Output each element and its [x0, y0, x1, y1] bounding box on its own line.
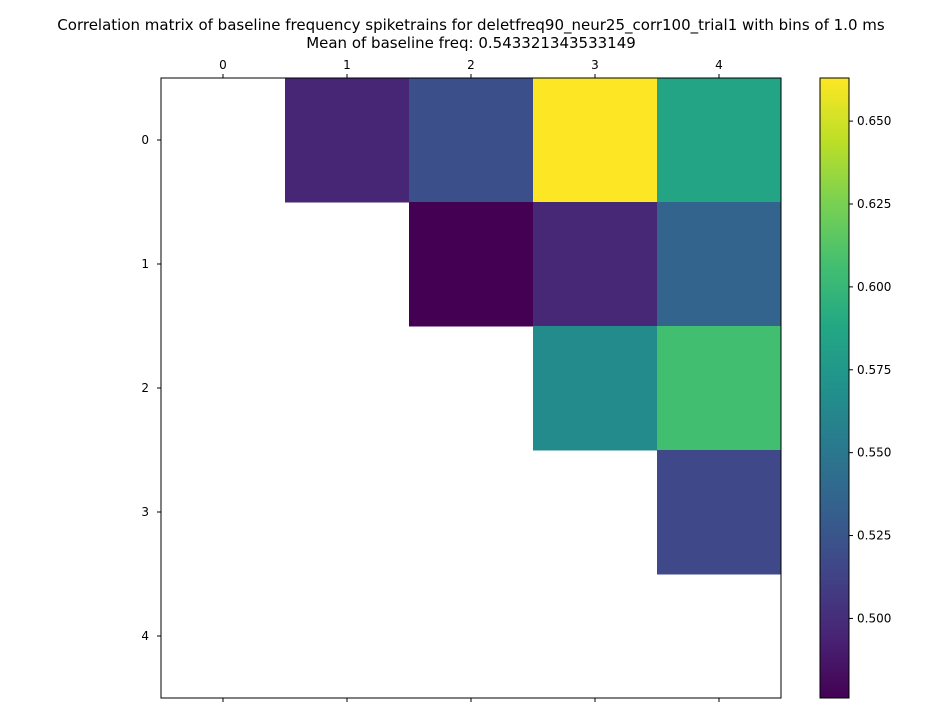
heatmap-cell-2-3: [533, 326, 658, 451]
heatmap-cell-2-4: [657, 326, 782, 451]
heatmap-cell-1-2: [409, 202, 534, 327]
colorbar-frame: [819, 77, 850, 699]
heatmap-cell-1-4: [657, 202, 782, 327]
heatmap-cell-0-3: [533, 78, 658, 203]
colorbar: [820, 78, 849, 698]
x-tick-label-2: 2: [467, 58, 475, 72]
colorbar-ticks: 0.500 0.525 0.550 0.575 0.600 0.625 0.650: [849, 114, 891, 625]
colorbar-tick-label-3: 0.575: [857, 363, 891, 377]
y-tick-label-4: 4: [141, 629, 149, 643]
colorbar-tick-label-4: 0.600: [857, 280, 891, 294]
y-tick-label-1: 1: [141, 257, 149, 271]
heatmap-cell-0-2: [409, 78, 534, 203]
y-tick-label-0: 0: [141, 133, 149, 147]
heatmap-cell-3-4: [657, 450, 782, 575]
y-axis-ticks: 0 1 2 3 4: [141, 133, 161, 643]
colorbar-tick-label-6: 0.650: [857, 114, 891, 128]
heatmap-cell-0-1: [285, 78, 410, 203]
x-tick-label-3: 3: [591, 58, 599, 72]
colorbar-tick-label-2: 0.550: [857, 446, 891, 460]
heatmap-cell-1-3: [533, 202, 658, 327]
x-tick-label-1: 1: [343, 58, 351, 72]
heatmap-cells: [285, 78, 782, 575]
colorbar-tick-label-5: 0.625: [857, 197, 891, 211]
x-tick-label-4: 4: [715, 58, 723, 72]
x-tick-label-0: 0: [219, 58, 227, 72]
y-tick-label-2: 2: [141, 381, 149, 395]
y-tick-label-3: 3: [141, 505, 149, 519]
chart-title-line-2: Mean of baseline freq: 0.543321343533149: [306, 34, 636, 52]
colorbar-tick-label-0: 0.500: [857, 611, 891, 625]
chart-title-line-1: Correlation matrix of baseline frequency…: [57, 16, 885, 34]
colorbar-tick-label-1: 0.525: [857, 529, 891, 543]
heatmap-cell-0-4: [657, 78, 782, 203]
x-axis-ticks: 0 1 2 3 4: [219, 58, 723, 702]
